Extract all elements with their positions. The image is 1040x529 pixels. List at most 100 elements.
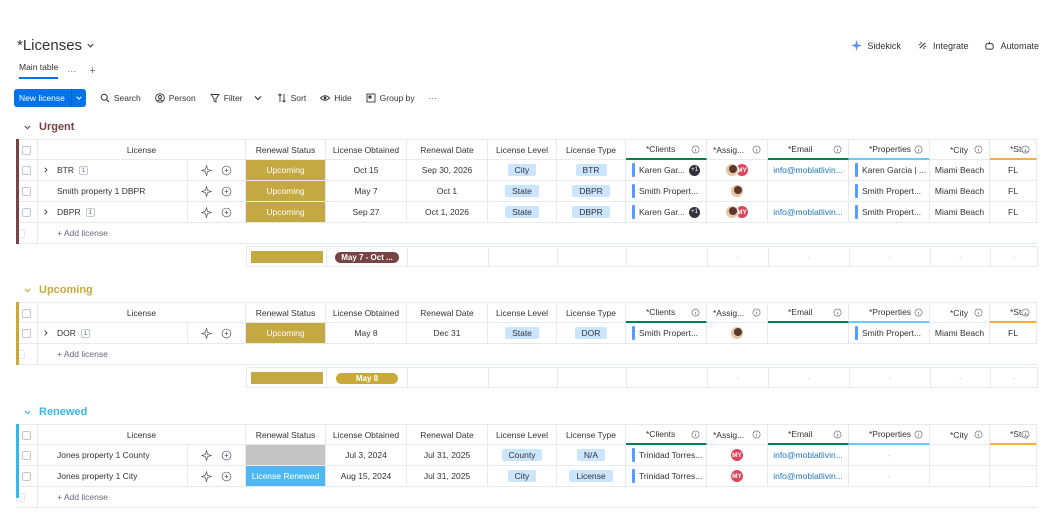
connected-item[interactable]: Karen Gar... +1	[626, 205, 706, 219]
column-header-label[interactable]: License Obtained	[332, 430, 400, 440]
column-header-label[interactable]: *St...	[1010, 307, 1029, 317]
connected-item[interactable]: Smith Propert...	[626, 184, 706, 198]
info-icon[interactable]	[1021, 430, 1030, 439]
person-filter-button[interactable]: Person	[155, 93, 196, 103]
connected-item[interactable]: Smith Propert...	[849, 326, 929, 340]
property-name[interactable]: Smith Propert...	[862, 328, 922, 338]
add-update-icon[interactable]	[221, 186, 232, 197]
column-header-label[interactable]: *Assig...	[713, 308, 745, 318]
row-checkbox[interactable]	[22, 186, 31, 196]
column-header-label[interactable]: Renewal Status	[255, 430, 316, 440]
email-link[interactable]: info@moblatlivin...	[773, 207, 843, 217]
connected-item[interactable]: Karen Garcia | ...	[849, 163, 929, 177]
date-value[interactable]: Oct 1	[436, 186, 458, 196]
column-header-label[interactable]: *Email	[788, 144, 813, 154]
table-row[interactable]: Jones property 1 City License Renewed Aug …	[16, 466, 1037, 487]
sparkle-icon[interactable]	[201, 206, 212, 218]
subitem-count[interactable]: 1	[85, 207, 95, 217]
group-name[interactable]: Renewed	[39, 406, 88, 418]
license-name[interactable]: Jones property 1 County	[57, 450, 150, 460]
date-value[interactable]: Jul 3, 2024	[345, 450, 387, 460]
tag-pill[interactable]: DBPR	[572, 185, 610, 197]
tag-pill[interactable]: BTR	[575, 164, 607, 176]
chevron-down-icon[interactable]	[23, 286, 32, 295]
row-checkbox[interactable]	[22, 207, 31, 217]
assignee-avatars[interactable]	[730, 326, 744, 340]
group-name[interactable]: Urgent	[39, 121, 75, 133]
filter-button[interactable]: Filter	[209, 93, 263, 103]
city-value[interactable]: Miami Beach	[934, 165, 985, 175]
email-link[interactable]: info@moblatlivin...	[773, 165, 843, 175]
date-value[interactable]: Sep 27	[352, 207, 380, 217]
tab-main-table[interactable]: Main table	[19, 62, 59, 79]
assignee-avatars[interactable]	[730, 184, 744, 198]
table-row[interactable]: Smith property 1 DBPR Upcoming May 7 Oct 1 S…	[16, 181, 1037, 202]
status-label[interactable]: License Renewed	[246, 466, 325, 486]
state-value[interactable]: FL	[1008, 328, 1018, 338]
info-icon[interactable]	[691, 430, 700, 439]
more-count-badge[interactable]: +1	[689, 164, 700, 176]
date-value[interactable]: Jul 31, 2025	[423, 471, 471, 481]
info-icon[interactable]	[974, 430, 983, 439]
date-value[interactable]: Oct 15	[353, 165, 379, 175]
column-header-label[interactable]: *Email	[788, 429, 813, 439]
column-header-label[interactable]: *Clients	[646, 429, 676, 439]
city-value[interactable]: Miami Beach	[934, 328, 985, 338]
table-row[interactable]: BTR 1 Upcoming Oct 15 Sep 30, 2026 City BTR Kar…	[16, 160, 1037, 181]
property-name[interactable]: Smith Propert...	[862, 186, 922, 196]
avatar[interactable]	[730, 184, 744, 198]
info-icon[interactable]	[1021, 308, 1030, 317]
chevron-right-icon[interactable]	[42, 166, 50, 174]
info-icon[interactable]	[974, 308, 983, 317]
avatar[interactable]	[730, 326, 744, 340]
date-value[interactable]: Dec 31	[433, 328, 461, 338]
connected-item[interactable]: Smith Propert...	[849, 205, 929, 219]
date-value[interactable]: May 7	[354, 186, 378, 196]
add-update-icon[interactable]	[221, 165, 232, 176]
add-license-link[interactable]: + Add license	[57, 349, 108, 359]
date-range-pill[interactable]: May 8	[335, 372, 399, 384]
info-icon[interactable]	[914, 145, 923, 154]
date-value[interactable]: Jul 31, 2025	[423, 450, 471, 460]
license-name[interactable]: Jones property 1 City	[57, 471, 138, 481]
license-name[interactable]: BTR	[57, 165, 74, 175]
add-update-icon[interactable]	[221, 471, 232, 482]
select-all-checkbox[interactable]	[22, 145, 31, 155]
info-icon[interactable]	[1021, 145, 1030, 154]
info-icon[interactable]	[914, 430, 923, 439]
license-name[interactable]: DOR	[57, 328, 76, 338]
info-icon[interactable]	[691, 308, 700, 317]
add-license-row[interactable]: + Add license	[16, 487, 1037, 508]
date-value[interactable]: Sep 30, 2026	[421, 165, 473, 175]
column-header-label[interactable]: *Clients	[646, 144, 676, 154]
column-header-label[interactable]: *Assig...	[713, 145, 745, 155]
tag-pill[interactable]: City	[507, 470, 537, 482]
search-button[interactable]: Search	[100, 93, 141, 103]
date-range-pill[interactable]: May 7 - Oct ...	[335, 251, 399, 263]
new-license-dropdown[interactable]	[72, 94, 86, 102]
hide-button[interactable]: Hide	[320, 93, 352, 103]
row-checkbox[interactable]	[22, 165, 31, 175]
chevron-down-icon[interactable]	[253, 93, 263, 103]
group-title-upcoming[interactable]: Upcoming	[23, 284, 93, 296]
info-icon[interactable]	[752, 308, 761, 317]
row-checkbox[interactable]	[22, 471, 31, 481]
info-icon[interactable]	[691, 145, 700, 154]
column-header-label[interactable]: License Type	[566, 308, 616, 318]
table-row[interactable]: Jones property 1 County Jul 3, 2024 Jul 31…	[16, 445, 1037, 466]
client-name[interactable]: Trinidad Torres...	[639, 471, 703, 481]
avatar[interactable]	[725, 163, 739, 177]
tag-pill[interactable]: License	[569, 470, 613, 482]
tag-pill[interactable]: DOR	[574, 327, 608, 339]
column-header-label[interactable]: Renewal Status	[255, 145, 316, 155]
column-header-label[interactable]: License Obtained	[332, 145, 400, 155]
column-header-label[interactable]: Renewal Status	[255, 308, 316, 318]
tag-pill[interactable]: City	[507, 164, 537, 176]
group-by-button[interactable]: Group by	[366, 93, 415, 103]
status-label[interactable]	[246, 445, 325, 465]
column-header-label[interactable]: License Level	[496, 145, 548, 155]
state-value[interactable]: FL	[1008, 207, 1018, 217]
info-icon[interactable]	[752, 430, 761, 439]
sort-button[interactable]: Sort	[277, 93, 306, 103]
column-header-label[interactable]: *St...	[1010, 429, 1029, 439]
